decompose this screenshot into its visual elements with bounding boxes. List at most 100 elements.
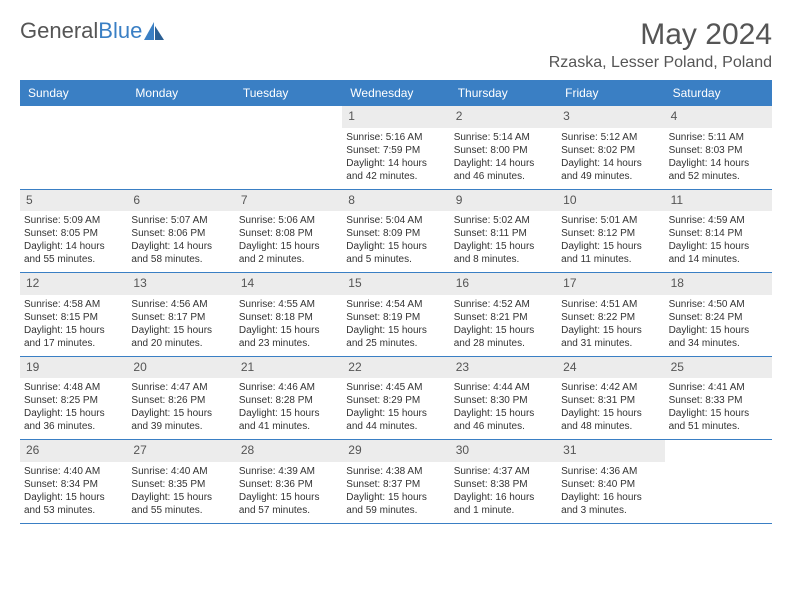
- day-number: 19: [20, 357, 127, 379]
- logo-sail-icon: [144, 22, 166, 40]
- sunset-line: Sunset: 8:25 PM: [24, 394, 123, 407]
- sunrise-line: Sunrise: 4:46 AM: [239, 381, 338, 394]
- month-title: May 2024: [549, 18, 772, 52]
- day-number: 9: [450, 190, 557, 212]
- day-number: 31: [557, 440, 664, 462]
- sunset-line: Sunset: 8:02 PM: [561, 144, 660, 157]
- day-cell: 24Sunrise: 4:42 AMSunset: 8:31 PMDayligh…: [557, 357, 664, 440]
- sunset-line: Sunset: 8:15 PM: [24, 311, 123, 324]
- day-cell: 9Sunrise: 5:02 AMSunset: 8:11 PMDaylight…: [450, 190, 557, 273]
- day-cell: 4Sunrise: 5:11 AMSunset: 8:03 PMDaylight…: [665, 106, 772, 189]
- daylight-line: Daylight: 15 hours and 44 minutes.: [346, 407, 445, 433]
- day-number: 15: [342, 273, 449, 295]
- sunrise-line: Sunrise: 4:51 AM: [561, 298, 660, 311]
- day-number: 20: [127, 357, 234, 379]
- sunrise-line: Sunrise: 5:12 AM: [561, 131, 660, 144]
- day-cell: 21 Sunrise: 4:46 AMSunset: 8:28 PMDayligh…: [235, 357, 342, 440]
- sunrise-line: Sunrise: 5:07 AM: [131, 214, 230, 227]
- sunset-line: Sunset: 8:30 PM: [454, 394, 553, 407]
- sunset-line: Sunset: 8:34 PM: [24, 478, 123, 491]
- sunrise-line: Sunrise: 4:44 AM: [454, 381, 553, 394]
- day-cell: 1Sunrise: 5:16 AMSunset: 7:59 PMDaylight…: [342, 106, 449, 189]
- day-number: 2: [450, 106, 557, 128]
- weekday-header: Tuesday: [235, 80, 342, 106]
- week-row: 19Sunrise: 4:48 AMSunset: 8:25 PMDayligh…: [20, 357, 772, 441]
- daylight-line: Daylight: 15 hours and 41 minutes.: [239, 407, 338, 433]
- daylight-line: Daylight: 15 hours and 48 minutes.: [561, 407, 660, 433]
- sunset-line: Sunset: 8:05 PM: [24, 227, 123, 240]
- day-number: 16: [450, 273, 557, 295]
- daylight-line: Daylight: 15 hours and 36 minutes.: [24, 407, 123, 433]
- sunset-line: Sunset: 8:33 PM: [669, 394, 768, 407]
- daylight-line: Daylight: 15 hours and 25 minutes.: [346, 324, 445, 350]
- location-subtitle: Rzaska, Lesser Poland, Poland: [549, 54, 772, 72]
- day-cell: 3Sunrise: 5:12 AMSunset: 8:02 PMDaylight…: [557, 106, 664, 189]
- day-cell: 26Sunrise: 4:40 AMSunset: 8:34 PMDayligh…: [20, 440, 127, 523]
- day-number: 21: [235, 357, 342, 379]
- sunrise-line: Sunrise: 4:48 AM: [24, 381, 123, 394]
- day-number: 14: [235, 273, 342, 295]
- daylight-line: Daylight: 15 hours and 59 minutes.: [346, 491, 445, 517]
- sunrise-line: Sunrise: 5:09 AM: [24, 214, 123, 227]
- sunrise-line: Sunrise: 4:39 AM: [239, 465, 338, 478]
- day-cell: 16Sunrise: 4:52 AMSunset: 8:21 PMDayligh…: [450, 273, 557, 356]
- day-cell: 18Sunrise: 4:50 AMSunset: 8:24 PMDayligh…: [665, 273, 772, 356]
- sunrise-line: Sunrise: 4:38 AM: [346, 465, 445, 478]
- sunset-line: Sunset: 8:35 PM: [131, 478, 230, 491]
- calendar: Sunday Monday Tuesday Wednesday Thursday…: [20, 80, 772, 524]
- daylight-line: Daylight: 15 hours and 28 minutes.: [454, 324, 553, 350]
- day-number: 17: [557, 273, 664, 295]
- daylight-line: Daylight: 15 hours and 57 minutes.: [239, 491, 338, 517]
- logo: GeneralBlue: [20, 18, 166, 44]
- weekday-header: Monday: [127, 80, 234, 106]
- sunset-line: Sunset: 8:11 PM: [454, 227, 553, 240]
- sunset-line: Sunset: 8:28 PM: [239, 394, 338, 407]
- sunset-line: Sunset: 8:08 PM: [239, 227, 338, 240]
- daylight-line: Daylight: 14 hours and 49 minutes.: [561, 157, 660, 183]
- day-number: 13: [127, 273, 234, 295]
- sunrise-line: Sunrise: 5:14 AM: [454, 131, 553, 144]
- sunset-line: Sunset: 8:03 PM: [669, 144, 768, 157]
- day-cell: 12Sunrise: 4:58 AMSunset: 8:15 PMDayligh…: [20, 273, 127, 356]
- day-number: 24: [557, 357, 664, 379]
- daylight-line: Daylight: 15 hours and 51 minutes.: [669, 407, 768, 433]
- week-row: 26Sunrise: 4:40 AMSunset: 8:34 PMDayligh…: [20, 440, 772, 524]
- day-cell: 5Sunrise: 5:09 AMSunset: 8:05 PMDaylight…: [20, 190, 127, 273]
- day-cell: 28Sunrise: 4:39 AMSunset: 8:36 PMDayligh…: [235, 440, 342, 523]
- day-cell: 29Sunrise: 4:38 AMSunset: 8:37 PMDayligh…: [342, 440, 449, 523]
- sunset-line: Sunset: 8:24 PM: [669, 311, 768, 324]
- weekday-header: Thursday: [450, 80, 557, 106]
- daylight-line: Daylight: 15 hours and 34 minutes.: [669, 324, 768, 350]
- week-row: 12Sunrise: 4:58 AMSunset: 8:15 PMDayligh…: [20, 273, 772, 357]
- day-number: 27: [127, 440, 234, 462]
- sunrise-line: Sunrise: 5:06 AM: [239, 214, 338, 227]
- day-cell: 17Sunrise: 4:51 AMSunset: 8:22 PMDayligh…: [557, 273, 664, 356]
- day-number: 10: [557, 190, 664, 212]
- day-number: 28: [235, 440, 342, 462]
- week-row: ...1Sunrise: 5:16 AMSunset: 7:59 PMDayli…: [20, 106, 772, 190]
- sunrise-line: Sunrise: 4:45 AM: [346, 381, 445, 394]
- day-number: 23: [450, 357, 557, 379]
- sunrise-line: Sunrise: 4:40 AM: [131, 465, 230, 478]
- daylight-line: Daylight: 15 hours and 17 minutes.: [24, 324, 123, 350]
- day-number: 8: [342, 190, 449, 212]
- sunset-line: Sunset: 8:14 PM: [669, 227, 768, 240]
- sunrise-line: Sunrise: 4:42 AM: [561, 381, 660, 394]
- sunset-line: Sunset: 8:26 PM: [131, 394, 230, 407]
- daylight-line: Daylight: 15 hours and 5 minutes.: [346, 240, 445, 266]
- sunset-line: Sunset: 8:21 PM: [454, 311, 553, 324]
- sunset-line: Sunset: 8:22 PM: [561, 311, 660, 324]
- sunset-line: Sunset: 7:59 PM: [346, 144, 445, 157]
- day-cell: .: [665, 440, 772, 523]
- day-cell: 31Sunrise: 4:36 AMSunset: 8:40 PMDayligh…: [557, 440, 664, 523]
- daylight-line: Daylight: 16 hours and 1 minute.: [454, 491, 553, 517]
- sunrise-line: Sunrise: 5:01 AM: [561, 214, 660, 227]
- sunrise-line: Sunrise: 4:41 AM: [669, 381, 768, 394]
- daylight-line: Daylight: 15 hours and 11 minutes.: [561, 240, 660, 266]
- page-header: GeneralBlue May 2024 Rzaska, Lesser Pola…: [20, 18, 772, 72]
- sunrise-line: Sunrise: 4:40 AM: [24, 465, 123, 478]
- daylight-line: Daylight: 15 hours and 53 minutes.: [24, 491, 123, 517]
- sunrise-line: Sunrise: 4:36 AM: [561, 465, 660, 478]
- week-row: 5Sunrise: 5:09 AMSunset: 8:05 PMDaylight…: [20, 190, 772, 274]
- day-cell: 11Sunrise: 4:59 AMSunset: 8:14 PMDayligh…: [665, 190, 772, 273]
